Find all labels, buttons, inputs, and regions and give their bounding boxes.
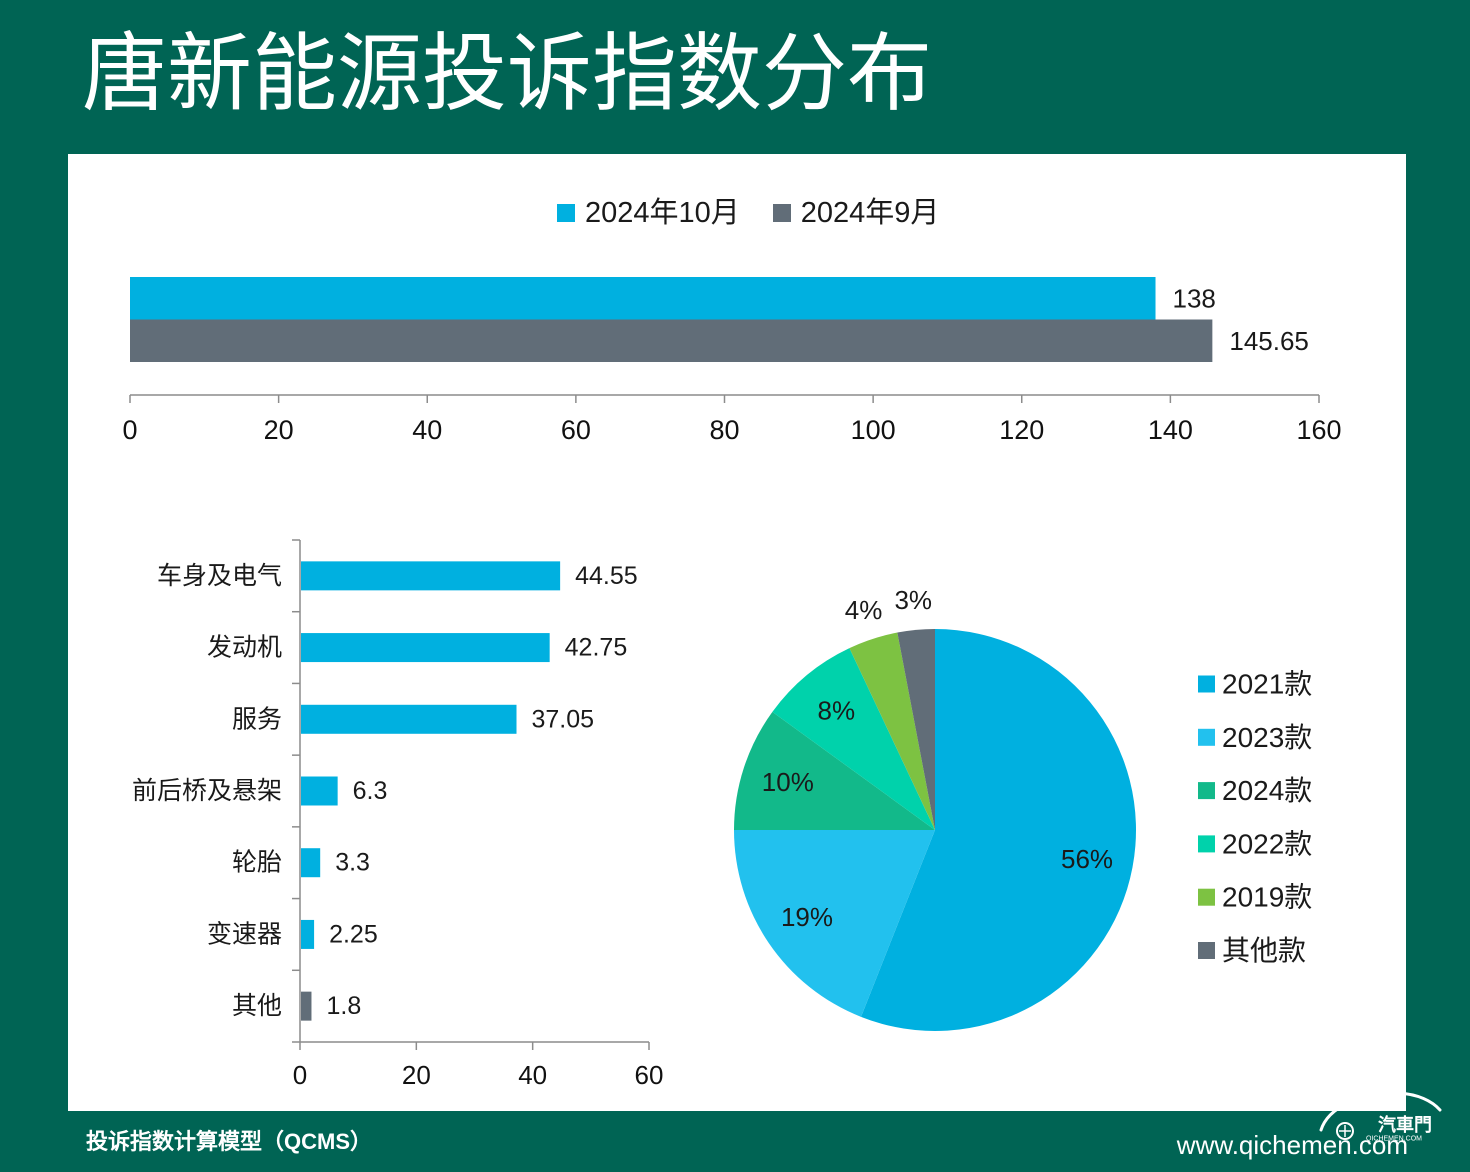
pie-legend-label: 2023款: [1222, 722, 1312, 753]
pie-legend-swatch: [1198, 835, 1215, 853]
logo-subtext: QICHEMEN.COM: [1366, 1136, 1422, 1143]
page-title: 唐新能源投诉指数分布: [82, 27, 933, 122]
category-bar: [301, 991, 312, 1021]
logo-wordmark: 汽車門: [1378, 1114, 1432, 1135]
category-bar-chart: 车身及电气 44.55 发动机 42.75 服务 37.05 前后桥及悬架 6.3 轮胎 3.3 变…: [132, 539, 664, 1090]
pie-legend-swatch: [1198, 888, 1215, 906]
category-label: 发动机: [207, 634, 282, 662]
pie-legend-swatch: [1198, 728, 1215, 746]
pie-legend-swatch: [1198, 782, 1215, 800]
wheel-icon: [1336, 1122, 1354, 1140]
legend-item-sep: 2024年9月: [772, 196, 940, 230]
pie-slice: [734, 711, 935, 830]
x-tick-label: 40: [518, 1060, 547, 1090]
legend-item-oct: 2024年10月: [557, 196, 740, 230]
x-tick-label: 0: [293, 1060, 307, 1090]
footer-url: www.qichemen.com: [1176, 1130, 1408, 1160]
category-value-label: 6.3: [353, 777, 388, 805]
x-tick-label: 140: [1148, 415, 1193, 445]
x-tick-label: 20: [402, 1060, 431, 1090]
pie-legend-label: 其他款: [1222, 935, 1306, 966]
pie-slice: [897, 629, 935, 830]
category-value-label: 1.8: [326, 992, 361, 1020]
monthly-index-bar-chart: 138 145.65 0 20 40 60 80 100 120 140 160: [122, 277, 1342, 445]
pie-value-label: 56%: [1061, 844, 1113, 874]
pie-legend-swatch: [1198, 942, 1215, 959]
category-label: 车身及电气: [157, 562, 282, 590]
pie-value-label: 10%: [762, 767, 814, 797]
top-chart-legend: 2024年10月 2024年9月: [557, 196, 939, 230]
pie-legend-label: 2021款: [1222, 669, 1312, 700]
category-label: 变速器: [207, 920, 282, 948]
series-bar-1: [130, 277, 1156, 320]
category-value-label: 42.75: [565, 634, 628, 662]
category-bar: [301, 776, 338, 806]
category-value-label: 37.05: [532, 705, 595, 733]
x-tick-label: 80: [709, 415, 739, 445]
pie-value-label: 8%: [818, 696, 856, 726]
legend-swatch-oct: [557, 204, 575, 222]
category-value-label: 44.55: [575, 562, 638, 590]
pie-slice: [772, 648, 935, 830]
category-value-label: 3.3: [335, 849, 370, 877]
pie-value-label: 4%: [845, 595, 883, 625]
category-label: 轮胎: [232, 849, 282, 877]
legend-label-sep: 2024年9月: [800, 197, 940, 229]
car-outline-icon: [1319, 1091, 1442, 1132]
pie-slice: [849, 632, 935, 830]
series-bar-2: [130, 319, 1213, 362]
x-tick-label: 120: [999, 415, 1044, 445]
x-tick-label: 160: [1296, 415, 1341, 445]
pie-legend-label: 2024款: [1222, 775, 1312, 806]
category-bar: [301, 919, 315, 949]
footer-model-text: 投诉指数计算模型（QCMS）: [86, 1129, 373, 1154]
pie-legend-swatch: [1198, 675, 1215, 693]
x-tick-label: 20: [264, 415, 294, 445]
x-tick-label: 0: [122, 415, 137, 445]
category-label: 服务: [232, 705, 282, 733]
qichemen-logo: 汽車門 QICHEMEN.COM: [1319, 1091, 1442, 1143]
pie-legend-label: 2019款: [1222, 882, 1312, 913]
category-bar: [301, 704, 517, 734]
bar-value-label: 145.65: [1229, 326, 1309, 356]
x-tick-label: 60: [635, 1060, 664, 1090]
x-tick-label: 100: [851, 415, 896, 445]
bar-value-label: 138: [1173, 283, 1216, 313]
category-bar: [301, 633, 550, 663]
pie-slice: [861, 629, 1136, 1031]
category-bar: [301, 848, 321, 878]
model-year-pie-chart: 56% 19% 10% 8% 4% 3% 2021款 2023款 2024款 2022款 2019款…: [734, 585, 1312, 1031]
legend-label-oct: 2024年10月: [585, 197, 740, 229]
pie-value-label: 19%: [781, 902, 833, 932]
pie-legend-label: 2022款: [1222, 828, 1312, 859]
pie-value-label: 3%: [894, 585, 932, 615]
category-label: 前后桥及悬架: [132, 777, 282, 805]
legend-swatch-sep: [772, 204, 791, 222]
category-bar: [301, 561, 561, 591]
category-label: 其他: [232, 992, 282, 1020]
x-tick-label: 60: [561, 415, 591, 445]
x-tick-label: 40: [412, 415, 442, 445]
pie-slice: [734, 830, 935, 1017]
category-value-label: 2.25: [329, 920, 378, 948]
